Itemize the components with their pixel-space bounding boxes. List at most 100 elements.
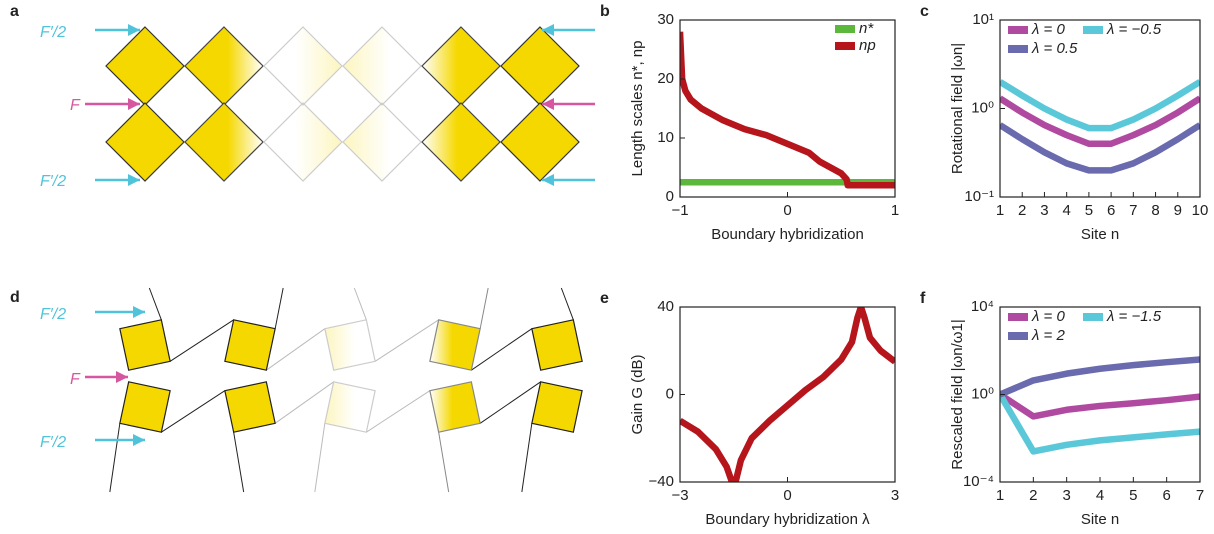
plot-frame bbox=[680, 307, 895, 482]
block bbox=[264, 27, 342, 105]
page: {"diagrams": [ {"label": "a", "forces": … bbox=[0, 0, 1214, 534]
legend-label: λ = −0.5 bbox=[1106, 21, 1162, 38]
arrow-head bbox=[128, 174, 140, 186]
link bbox=[375, 320, 439, 361]
panel-label: f bbox=[920, 290, 926, 307]
x-axis-label: Site n bbox=[1081, 226, 1119, 243]
block bbox=[422, 27, 500, 105]
link bbox=[161, 391, 225, 432]
y-tick-label: −40 bbox=[649, 473, 674, 490]
force-label: F′/2 bbox=[40, 306, 66, 323]
link bbox=[275, 382, 334, 423]
series-line bbox=[1000, 98, 1200, 143]
x-tick-label: 10 bbox=[1192, 202, 1209, 219]
x-tick-label: 2 bbox=[1018, 202, 1026, 219]
link bbox=[315, 423, 325, 492]
y-tick-label: 10⁻¹ bbox=[964, 188, 994, 205]
x-tick-label: 0 bbox=[783, 202, 791, 219]
force-label: F bbox=[70, 97, 81, 114]
x-axis-label: Site n bbox=[1081, 511, 1119, 528]
link bbox=[522, 423, 532, 492]
block bbox=[501, 27, 579, 105]
y-tick-label: 10 bbox=[657, 129, 674, 146]
panel-label: c bbox=[920, 3, 929, 20]
x-tick-label: 4 bbox=[1096, 487, 1104, 504]
link bbox=[110, 423, 120, 492]
force-label: F bbox=[70, 371, 81, 388]
block bbox=[106, 103, 184, 181]
arrow-head bbox=[133, 434, 145, 446]
legend-label: n* bbox=[859, 20, 874, 37]
block bbox=[185, 27, 263, 105]
block bbox=[225, 320, 275, 370]
x-tick-label: 1 bbox=[996, 202, 1004, 219]
y-tick-label: 10⁴ bbox=[971, 298, 994, 315]
x-tick-label: 5 bbox=[1085, 202, 1093, 219]
x-tick-label: 6 bbox=[1107, 202, 1115, 219]
force-label: F′/2 bbox=[40, 24, 66, 41]
y-tick-label: 10⁰ bbox=[971, 385, 994, 402]
block bbox=[501, 103, 579, 181]
x-tick-label: 9 bbox=[1174, 202, 1182, 219]
link bbox=[480, 382, 541, 423]
plot-frame bbox=[1000, 307, 1200, 482]
figure: aF′/2FF′/2dF′/2FF′/2b−1010102030Boundary… bbox=[0, 0, 1214, 534]
panel-label: b bbox=[600, 3, 610, 20]
y-tick-label: 0 bbox=[666, 385, 674, 402]
link bbox=[354, 288, 366, 320]
block bbox=[422, 103, 500, 181]
x-tick-label: 2 bbox=[1029, 487, 1037, 504]
x-tick-label: 5 bbox=[1129, 487, 1137, 504]
y-axis-label: Rescaled field |ωn/ω1| bbox=[949, 319, 966, 469]
block bbox=[343, 27, 421, 105]
x-tick-label: 1 bbox=[996, 487, 1004, 504]
force-label: F′/2 bbox=[40, 173, 66, 190]
link bbox=[275, 288, 283, 329]
block bbox=[225, 382, 275, 432]
x-tick-label: 3 bbox=[1062, 487, 1070, 504]
block bbox=[106, 27, 184, 105]
x-tick-label: 0 bbox=[783, 487, 791, 504]
legend-swatch bbox=[1083, 26, 1103, 34]
legend-label: λ = 2 bbox=[1031, 327, 1065, 344]
panel-label: e bbox=[600, 290, 609, 307]
link bbox=[266, 329, 325, 370]
link bbox=[561, 288, 573, 320]
x-tick-label: −3 bbox=[671, 487, 688, 504]
block bbox=[325, 382, 375, 432]
block bbox=[120, 382, 170, 432]
x-axis-label: Boundary hybridization λ bbox=[705, 511, 870, 528]
block bbox=[185, 103, 263, 181]
legend-swatch bbox=[1008, 45, 1028, 53]
legend-swatch bbox=[1008, 332, 1028, 340]
legend-swatch bbox=[1083, 313, 1103, 321]
legend-swatch bbox=[1008, 26, 1028, 34]
legend-label: λ = 0 bbox=[1031, 21, 1065, 38]
block bbox=[264, 103, 342, 181]
series-line bbox=[1000, 359, 1200, 394]
link bbox=[439, 432, 449, 492]
link bbox=[471, 329, 532, 370]
x-tick-label: 7 bbox=[1129, 202, 1137, 219]
x-tick-label: 3 bbox=[891, 487, 899, 504]
link bbox=[480, 288, 488, 329]
y-tick-label: 10⁰ bbox=[971, 99, 994, 116]
y-tick-label: 30 bbox=[657, 11, 674, 28]
legend-swatch bbox=[1008, 313, 1028, 321]
y-axis-label: Rotational field |ωn| bbox=[949, 43, 966, 174]
x-tick-label: 8 bbox=[1151, 202, 1159, 219]
panel-label: a bbox=[10, 3, 19, 20]
series-line bbox=[680, 307, 895, 482]
x-tick-label: 1 bbox=[891, 202, 899, 219]
series-line bbox=[1000, 82, 1200, 128]
x-tick-label: 3 bbox=[1040, 202, 1048, 219]
link bbox=[234, 432, 244, 492]
legend-label: λ = 0.5 bbox=[1031, 40, 1078, 57]
y-axis-label: Length scales n*, np bbox=[629, 41, 646, 177]
legend-swatch bbox=[835, 42, 855, 50]
x-tick-label: −1 bbox=[671, 202, 688, 219]
block bbox=[532, 382, 582, 432]
series-line bbox=[1000, 125, 1200, 170]
block bbox=[325, 320, 375, 370]
series-line bbox=[680, 32, 895, 185]
